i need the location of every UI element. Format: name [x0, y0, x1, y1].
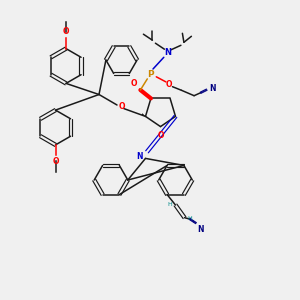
Text: N: N	[198, 224, 204, 233]
Text: O: O	[166, 80, 172, 89]
Text: H: H	[188, 216, 192, 221]
Text: O: O	[118, 102, 125, 111]
Text: O: O	[63, 27, 69, 36]
Text: O: O	[52, 158, 59, 166]
Text: H: H	[168, 202, 172, 207]
Text: N: N	[209, 84, 216, 93]
Text: N: N	[164, 48, 171, 57]
Text: P: P	[148, 70, 154, 79]
Text: N: N	[136, 152, 143, 161]
Text: O: O	[131, 80, 137, 88]
Text: O: O	[157, 131, 164, 140]
Polygon shape	[141, 113, 146, 116]
